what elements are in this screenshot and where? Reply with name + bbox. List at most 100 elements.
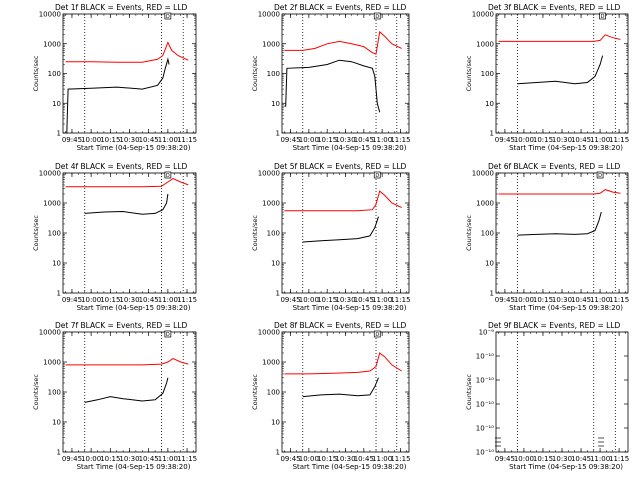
x-tick-label: 11:00 [158, 136, 178, 144]
plot-frame [281, 331, 410, 453]
x-tick-label: 11:00 [590, 296, 610, 304]
y-tick-label: 10000 [258, 170, 280, 178]
y-tick-label: 10⁻¹⁰ [476, 377, 494, 385]
y-axis-label: Counts/sec [251, 215, 259, 251]
x-tick-label: 10:15 [533, 455, 553, 463]
y-tick-label: 1000 [262, 40, 280, 48]
x-tick-label: 10:45 [354, 136, 374, 144]
series-events-black [84, 377, 169, 403]
x-tick-label: 11:15 [177, 136, 197, 144]
x-axis-label: Start Time (04-Sep-15 09:38:20) [77, 304, 191, 312]
x-tick-label: 11:00 [590, 455, 610, 463]
x-tick-label: 11:00 [372, 296, 392, 304]
x-tick-label: 11:15 [609, 455, 629, 463]
x-tick-label: 10:45 [571, 455, 591, 463]
x-tick-label: 10:30 [552, 296, 572, 304]
y-axis-label: Counts/sec [32, 374, 40, 410]
series-lld-red [65, 358, 189, 366]
series-events-black [84, 193, 169, 215]
x-tick-label: 09:45 [62, 296, 82, 304]
x-tick-label: 10:00 [81, 455, 101, 463]
y-tick-label: 10⁻¹⁰ [476, 401, 494, 409]
y-tick-label: 1 [276, 449, 280, 457]
x-tick-label: 09:45 [495, 296, 515, 304]
x-axis-label: Start Time (04-Sep-15 09:38:20) [77, 144, 191, 152]
y-tick-label: 100 [48, 70, 61, 78]
y-tick-label: 1 [57, 290, 61, 298]
panel-det-3: Det 3f BLACK = Events, RED = LLD 1 10 100 10… [465, 3, 629, 152]
x-tick-label: 11:15 [390, 136, 410, 144]
y-tick-label: 1 [276, 290, 280, 298]
y-axis-label: Counts/sec [251, 374, 259, 410]
x-tick-label: 10:30 [335, 455, 355, 463]
x-tick-label: 10:30 [335, 296, 355, 304]
x-tick-label: 10:45 [139, 296, 159, 304]
x-tick-label: 11:15 [177, 455, 197, 463]
x-axis-label: Start Time (04-Sep-15 09:38:20) [509, 463, 623, 471]
y-axis-label: Counts/sec [465, 374, 473, 410]
panel-title: Det 3f BLACK = Events, RED = LLD [488, 3, 621, 12]
panel-title: Det 8f BLACK = Events, RED = LLD [274, 321, 407, 330]
x-tick-label: 11:00 [372, 136, 392, 144]
x-tick-label: 10:15 [317, 455, 337, 463]
marker-box [164, 330, 172, 338]
marker-label: D [601, 14, 605, 20]
x-tick-label: 11:15 [177, 296, 197, 304]
y-axis-label: Counts/sec [251, 55, 259, 91]
x-tick-label: 10:00 [514, 136, 534, 144]
panel-title: Det 6f BLACK = Events, RED = LLD [488, 162, 621, 171]
x-tick-label: 10:00 [299, 136, 319, 144]
plot-frame [495, 331, 629, 453]
x-tick-label: 10:00 [81, 296, 101, 304]
panel-title: Det 5f BLACK = Events, RED = LLD [274, 162, 407, 171]
panel-det-2: Det 2f BLACK = Events, RED = LLD 1 10 100 10… [251, 3, 411, 152]
y-tick-label: 10000 [472, 11, 494, 19]
x-tick-label: 10:45 [139, 136, 159, 144]
x-tick-label: 10:00 [299, 296, 319, 304]
series-lld-red [498, 189, 621, 195]
x-axis-label: Start Time (04-Sep-15 09:38:20) [293, 144, 407, 152]
series-lld-red [284, 30, 402, 55]
plot-frame [62, 172, 197, 294]
x-tick-label: 11:15 [609, 136, 629, 144]
x-tick-label: 10:30 [552, 136, 572, 144]
marker-label: D [166, 332, 170, 338]
y-tick-label: 1000 [43, 40, 61, 48]
marker-box [373, 171, 381, 179]
y-tick-label: 10000 [39, 11, 61, 19]
panel-title: Det 7f BLACK = Events, RED = LLD [55, 321, 188, 330]
x-axis-label: Start Time (04-Sep-15 09:38:20) [293, 304, 407, 312]
y-tick-label: 1000 [476, 200, 494, 208]
plot-frame [62, 13, 197, 134]
x-tick-label: 10:00 [514, 455, 534, 463]
x-tick-label: 10:15 [317, 136, 337, 144]
x-axis-label: Start Time (04-Sep-15 09:38:20) [509, 144, 623, 152]
y-tick-label: 10 [52, 419, 61, 427]
y-tick-label: 1000 [262, 200, 280, 208]
panel-det-6: Det 6f BLACK = Events, RED = LLD 1 10 100 10… [465, 162, 629, 312]
y-tick-label: 10 [271, 260, 280, 268]
panel-det-9: Det 9f BLACK = Events, RED = LLD 10⁻¹⁰ 10⁻… [465, 321, 629, 471]
panel-det-4: Det 4f BLACK = Events, RED = LLD 1 10 100 10… [32, 162, 197, 312]
x-tick-label: 09:45 [62, 455, 82, 463]
y-tick-label: 10000 [39, 170, 61, 178]
x-tick-label: 10:15 [100, 296, 120, 304]
y-tick-label: 100 [48, 389, 61, 397]
panel-title: Det 9f BLACK = Events, RED = LLD [488, 321, 621, 330]
series-events-black [65, 57, 170, 134]
panel-title: Det 4f BLACK = Events, RED = LLD [55, 162, 188, 171]
y-tick-label: 10⁻¹⁰ [476, 449, 494, 457]
x-tick-label: 09:45 [280, 296, 300, 304]
x-tick-label: 10:15 [533, 136, 553, 144]
series-events-black [517, 55, 604, 85]
y-tick-label: 10⁻⁹ [479, 329, 495, 337]
y-tick-label: 1 [490, 130, 494, 138]
series-lld-red [65, 178, 189, 188]
x-tick-label: 10:30 [119, 136, 139, 144]
x-tick-label: 10:15 [100, 455, 120, 463]
plot-frame [281, 172, 410, 294]
y-tick-label: 10 [271, 419, 280, 427]
y-tick-label: 100 [481, 70, 494, 78]
x-tick-label: 10:45 [571, 296, 591, 304]
x-tick-label: 11:15 [609, 296, 629, 304]
